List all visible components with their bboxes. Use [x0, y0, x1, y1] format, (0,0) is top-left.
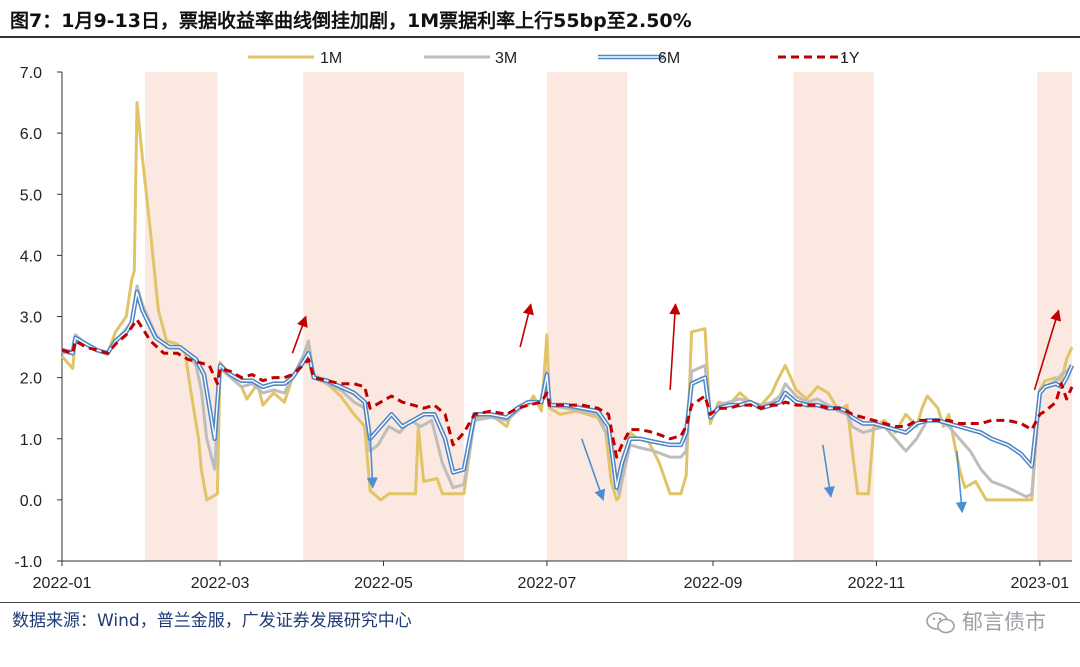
- trend-arrow: [1033, 309, 1062, 391]
- legend-label-1m: 1M: [320, 50, 342, 67]
- trend-arrow: [955, 450, 967, 514]
- shaded-periods: [145, 72, 1072, 561]
- y-tick-label: 5.0: [20, 187, 42, 204]
- x-tick-label: 2022-03: [191, 575, 250, 592]
- trend-arrow: [580, 438, 606, 501]
- shaded-period: [793, 72, 874, 561]
- x-tick-label: 2022-01: [33, 575, 92, 592]
- series-line-1y: [61, 318, 1074, 459]
- shaded-period: [1037, 72, 1072, 561]
- x-tick-label: 2022-11: [848, 575, 906, 592]
- y-tick-label: 4.0: [20, 248, 42, 265]
- trend-arrow: [519, 303, 534, 348]
- trend-arrow: [366, 432, 378, 489]
- x-tick-label: 2023-01: [1010, 575, 1069, 592]
- y-tick-label: 3.0: [20, 310, 42, 327]
- shaded-period: [145, 72, 218, 561]
- x-tick-label: 2022-09: [684, 575, 743, 592]
- trend-arrow: [822, 444, 835, 498]
- chart-series: [60, 101, 1075, 502]
- wechat-icon: [926, 612, 955, 634]
- y-tick-label: 7.0: [20, 65, 42, 82]
- chart-title: 图7：1月9-13日，票据收益率曲线倒挂加剧，1M票据利率上行55bp至2.50…: [10, 10, 692, 32]
- trend-arrow: [669, 303, 681, 390]
- legend-label-1y: 1Y: [840, 50, 860, 67]
- x-tick-label: 2022-05: [354, 575, 413, 592]
- y-tick-label: -1.0: [14, 554, 42, 571]
- chart-axes: -1.0 0.0 1.0 2.0 3.0 4.0 5.0 6.0 7.0 2022-01 2022-…: [14, 65, 1072, 592]
- legend-label-6m: 6M: [658, 50, 680, 67]
- trend-arrow: [291, 315, 308, 354]
- y-tick-label: 1.0: [20, 432, 42, 449]
- chart-legend: 1M 3M 6M 1Y: [248, 50, 860, 67]
- y-tick-label: 6.0: [20, 126, 42, 143]
- legend-label-3m: 3M: [495, 50, 517, 67]
- watermark: 郁言债市: [926, 606, 1046, 636]
- line-chart: -1.0 0.0 1.0 2.0 3.0 4.0 5.0 6.0 7.0 2022-01 2022-…: [14, 50, 1075, 592]
- footer-divider: [0, 602, 1080, 603]
- title-divider: [0, 36, 1080, 38]
- y-tick-label: 2.0: [20, 371, 42, 388]
- source-note: 数据来源：Wind，普兰金服，广发证券发展研究中心: [12, 611, 412, 631]
- y-tick-label: 0.0: [20, 493, 42, 510]
- x-tick-label: 2022-07: [518, 575, 577, 592]
- annotation-arrows: [291, 303, 1062, 514]
- series-line-6m-inner: [61, 291, 1073, 489]
- watermark-text: 郁言债市: [962, 610, 1046, 634]
